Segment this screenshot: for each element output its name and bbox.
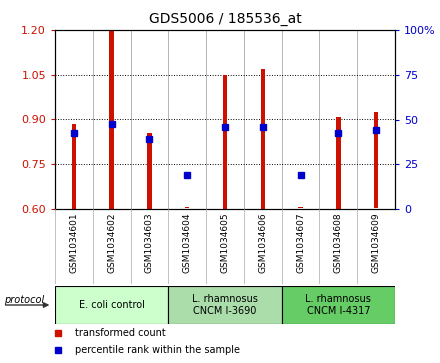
- Text: GSM1034601: GSM1034601: [70, 213, 78, 273]
- Text: GSM1034602: GSM1034602: [107, 213, 116, 273]
- Text: GSM1034604: GSM1034604: [183, 213, 192, 273]
- Text: L. rhamnosus
CNCM I-4317: L. rhamnosus CNCM I-4317: [305, 294, 371, 316]
- Bar: [185, 207, 190, 208]
- Text: L. rhamnosus
CNCM I-3690: L. rhamnosus CNCM I-3690: [192, 294, 258, 316]
- Bar: [298, 207, 303, 208]
- Text: transformed count: transformed count: [75, 328, 166, 338]
- Title: GDS5006 / 185536_at: GDS5006 / 185536_at: [149, 12, 301, 26]
- Text: percentile rank within the sample: percentile rank within the sample: [75, 345, 240, 355]
- Text: E. coli control: E. coli control: [79, 300, 145, 310]
- Bar: [223, 76, 227, 209]
- Text: GSM1034605: GSM1034605: [220, 213, 230, 273]
- Bar: [374, 112, 378, 208]
- Bar: [282, 286, 395, 324]
- Text: GSM1034608: GSM1034608: [334, 213, 343, 273]
- Bar: [260, 69, 265, 209]
- Text: GSM1034607: GSM1034607: [296, 213, 305, 273]
- Text: GSM1034603: GSM1034603: [145, 213, 154, 273]
- Bar: [169, 286, 282, 324]
- Text: GSM1034609: GSM1034609: [372, 213, 381, 273]
- Bar: [72, 124, 76, 209]
- Text: protocol: protocol: [4, 295, 44, 305]
- Bar: [147, 133, 152, 209]
- Bar: [110, 32, 114, 209]
- Text: GSM1034606: GSM1034606: [258, 213, 267, 273]
- Bar: [55, 286, 169, 324]
- Bar: [336, 117, 341, 209]
